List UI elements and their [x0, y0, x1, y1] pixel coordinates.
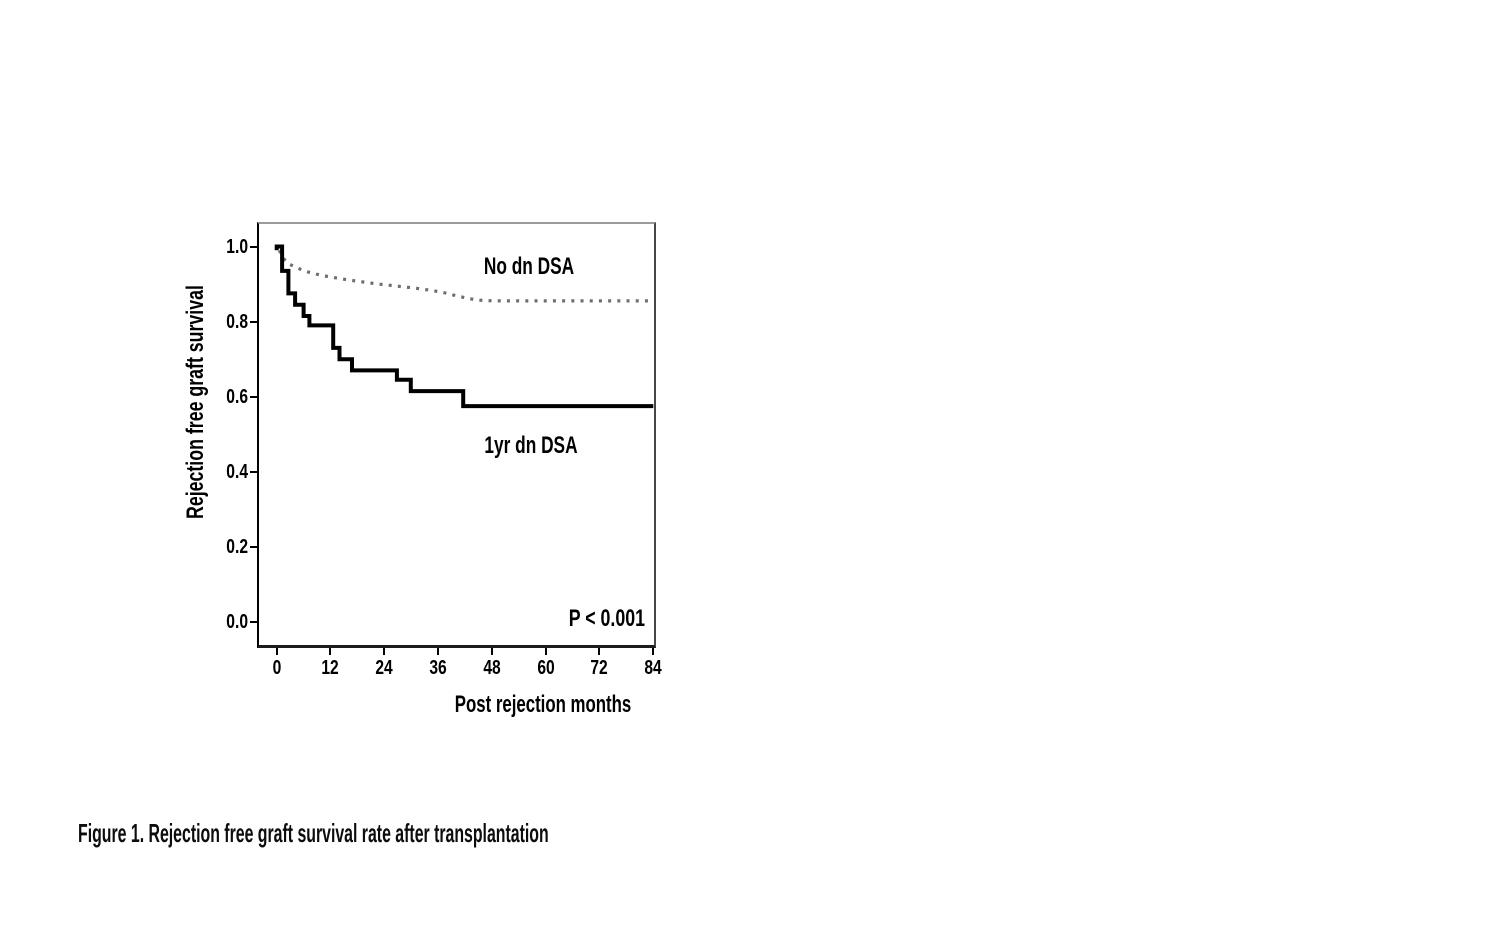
figure-caption: Figure 1. Rejection free graft survival … [78, 818, 549, 848]
y-axis-title: Rejection free graft survival [182, 285, 209, 519]
x-axis-tick-label: 36 [429, 657, 447, 679]
x-axis-title: Post rejection months [454, 691, 632, 718]
x-axis-tick [544, 648, 547, 655]
x-axis-tick [437, 648, 440, 655]
km-curve-no-dn-dsa [277, 249, 654, 303]
x-axis-tick-label: 48 [483, 657, 501, 679]
y-axis-tick [250, 470, 257, 473]
y-axis-tick [250, 545, 257, 548]
y-axis-tick-label: 0.0 [226, 611, 248, 633]
survival-curves-svg [274, 244, 654, 409]
y-axis-tick-label: 0.2 [226, 535, 248, 558]
y-axis-tick [250, 320, 257, 323]
series-label-no-dn-dsa: No dn DSA [483, 253, 575, 280]
x-axis-tick-label: 72 [590, 657, 609, 679]
y-axis-tick-label: 1.0 [226, 235, 248, 258]
y-axis-tick [250, 621, 257, 623]
x-axis-tick-label: 12 [321, 657, 340, 679]
x-axis-tick-label: 0 [272, 657, 282, 679]
y-axis-tick-label: 0.4 [226, 460, 248, 483]
p-value-label: P < 0.001 [568, 605, 645, 632]
x-axis-tick [383, 648, 386, 655]
y-axis-tick [250, 245, 257, 248]
km-curve-1yr-dn-dsa [274, 244, 654, 409]
x-axis-tick [490, 648, 493, 655]
x-axis-tick-label: 84 [644, 657, 662, 679]
x-axis-tick [329, 648, 332, 655]
x-axis-tick [598, 648, 601, 655]
y-axis-tick-label: 0.8 [226, 310, 248, 333]
x-axis-tick [652, 648, 655, 655]
y-axis-tick-label: 0.6 [226, 385, 248, 408]
plot-area [257, 222, 656, 648]
x-axis-tick [275, 648, 278, 655]
x-axis-tick-label: 60 [537, 657, 555, 679]
x-axis-tick-label: 24 [375, 657, 393, 679]
y-axis-tick [250, 395, 257, 398]
series-label-1yr-dn-dsa: 1yr dn DSA [484, 432, 578, 459]
